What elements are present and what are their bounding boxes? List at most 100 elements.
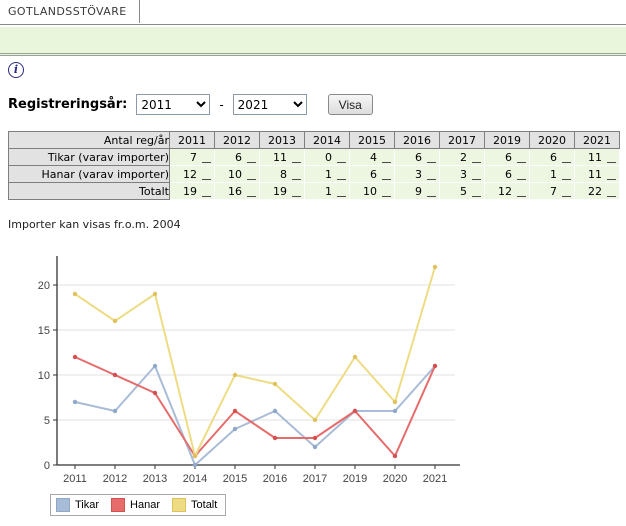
data-point-totalt	[432, 264, 438, 270]
x-tick-label: 2011	[63, 473, 87, 485]
value-cell: 3	[439, 165, 485, 183]
tab-gotlandsstovare[interactable]: GOTLANDSSTÖVARE	[0, 0, 140, 23]
data-point-totalt	[392, 399, 398, 405]
filter-row: Registreringsår: 2011 - 2021 Visa	[8, 94, 373, 115]
info-icon[interactable]: i	[8, 62, 24, 78]
registration-count: 11	[588, 150, 602, 164]
data-point-tikar	[152, 363, 158, 369]
registration-count: 22	[588, 184, 602, 198]
to-year-select[interactable]: 2021	[232, 94, 307, 115]
import-count-slot	[382, 162, 391, 163]
data-point-totalt	[312, 417, 318, 423]
value-cell: 6	[214, 148, 260, 166]
import-count-slot	[517, 179, 526, 180]
data-point-totalt	[272, 381, 278, 387]
value-cell: 9	[394, 182, 440, 200]
table-row: Tikar (varav importer) 7 6 11 0 4 6 2 6 6 11	[8, 148, 620, 166]
year-column-header: 2015	[349, 131, 395, 149]
data-point-hanar	[272, 435, 278, 441]
data-point-hanar	[312, 435, 318, 441]
value-cell: 6	[349, 165, 395, 183]
series-line-tikar	[74, 365, 436, 466]
tab-bar: GOTLANDSSTÖVARE	[0, 0, 626, 25]
value-cell: 10	[349, 182, 395, 200]
registration-count: 1	[325, 167, 332, 181]
legend-item-tikar: Tikar	[56, 498, 99, 512]
legend-item-totalt: Totalt	[172, 498, 217, 512]
value-cell: 19	[169, 182, 215, 200]
registration-count: 6	[235, 150, 242, 164]
data-point-totalt	[152, 291, 158, 297]
data-point-hanar	[232, 408, 238, 414]
year-column-header: 2012	[214, 131, 260, 149]
import-count-slot	[562, 179, 571, 180]
row-label: Totalt	[8, 182, 170, 200]
import-count-slot	[292, 196, 301, 197]
chart-legend: Tikar Hanar Totalt	[50, 494, 227, 516]
import-count-slot	[202, 162, 211, 163]
data-point-hanar	[432, 363, 438, 369]
x-tick-label: 2017	[303, 473, 327, 485]
import-count-slot	[562, 196, 571, 197]
y-tick-label: 10	[38, 370, 50, 382]
registration-year-label: Registreringsår:	[8, 97, 128, 112]
import-count-slot	[292, 162, 301, 163]
y-tick-label: 20	[38, 280, 50, 292]
year-column-header: 2019	[484, 131, 530, 149]
y-tick-label: 5	[44, 415, 50, 427]
green-banner	[0, 27, 626, 56]
y-tick-label: 0	[44, 460, 50, 472]
import-count-slot	[607, 196, 616, 197]
import-count-slot	[202, 196, 211, 197]
table-header-row: Antal reg/år 2011 2012 2013 2014 2015 2016 2017…	[8, 131, 620, 149]
legend-label: Totalt	[191, 499, 218, 511]
legend-item-hanar: Hanar	[111, 498, 160, 512]
registration-count: 10	[363, 184, 377, 198]
value-cell: 1	[304, 182, 350, 200]
registration-count: 4	[370, 150, 377, 164]
registration-count: 6	[550, 150, 557, 164]
year-column-header: 2017	[439, 131, 485, 149]
registration-count: 16	[228, 184, 242, 198]
value-cell: 0	[304, 148, 350, 166]
visa-button[interactable]: Visa	[327, 94, 373, 115]
value-cell: 8	[259, 165, 305, 183]
series-line-hanar	[74, 356, 436, 457]
series-line-totalt	[74, 266, 436, 457]
data-point-tikar	[112, 408, 118, 414]
import-count-slot	[517, 162, 526, 163]
table-row: Hanar (varav importer) 12 10 8 1 6 3 3 6 1 11	[8, 165, 620, 183]
value-cell: 2	[439, 148, 485, 166]
registration-count: 3	[460, 167, 467, 181]
year-column-header: 2016	[394, 131, 440, 149]
y-tick-label: 15	[38, 325, 50, 337]
registration-count: 19	[273, 184, 287, 198]
legend-label: Tikar	[75, 499, 100, 511]
import-count-slot	[427, 179, 436, 180]
import-count-slot	[562, 162, 571, 163]
x-tick-label: 2012	[103, 473, 127, 485]
x-tick-label: 2019	[343, 473, 367, 485]
imports-note: Importer kan visas fr.o.m. 2004	[8, 218, 181, 231]
legend-swatch	[56, 498, 70, 512]
import-count-slot	[472, 162, 481, 163]
data-point-totalt	[72, 291, 78, 297]
value-cell: 11	[259, 148, 305, 166]
import-count-slot	[337, 162, 346, 163]
value-cell: 6	[529, 148, 575, 166]
registration-count: 7	[190, 150, 197, 164]
from-year-select[interactable]: 2011	[136, 94, 211, 115]
year-column-header: 2011	[169, 131, 215, 149]
import-count-slot	[427, 196, 436, 197]
value-cell: 16	[214, 182, 260, 200]
registration-count: 1	[550, 167, 557, 181]
value-cell: 1	[529, 165, 575, 183]
value-cell: 5	[439, 182, 485, 200]
registration-count: 6	[415, 150, 422, 164]
import-count-slot	[607, 179, 616, 180]
value-cell: 12	[484, 182, 530, 200]
value-cell: 7	[529, 182, 575, 200]
import-count-slot	[292, 179, 301, 180]
x-tick-label: 2016	[263, 473, 287, 485]
